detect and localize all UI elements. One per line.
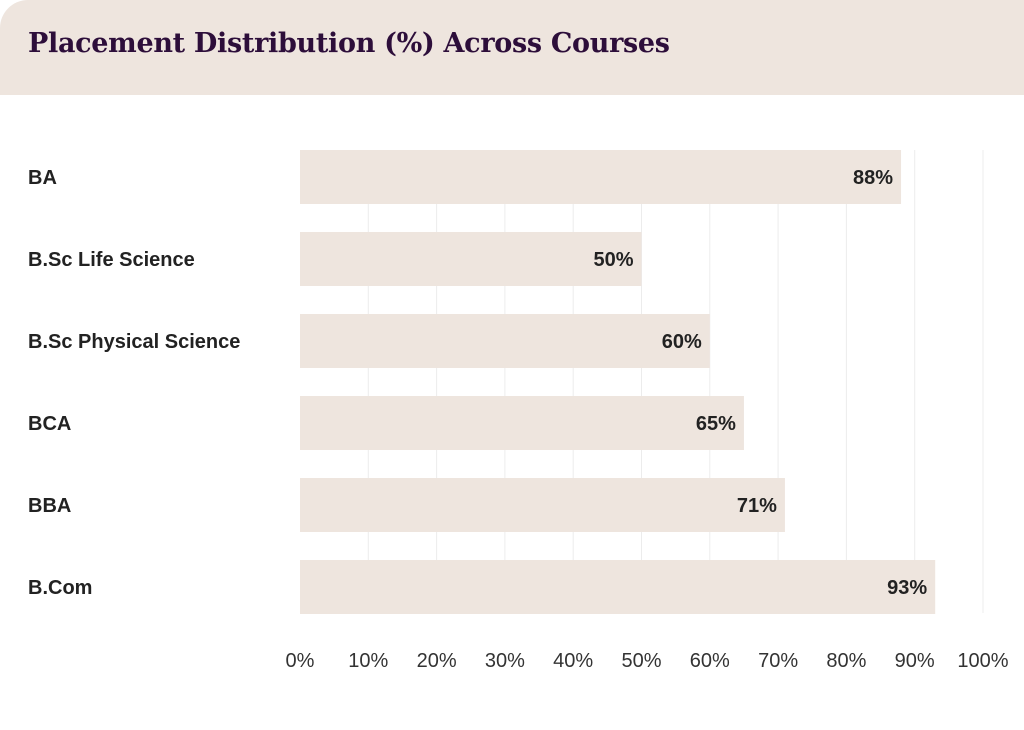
category-label: BA xyxy=(28,167,57,189)
bar xyxy=(300,314,710,368)
bar xyxy=(300,150,902,204)
category-label: B.Com xyxy=(28,577,92,599)
x-tick-label: 70% xyxy=(758,650,798,672)
x-tick-label: 60% xyxy=(690,650,730,672)
category-label: B.Sc Physical Science xyxy=(28,331,240,353)
data-label: 60% xyxy=(662,331,702,353)
x-tick-label: 30% xyxy=(485,650,525,672)
data-label: 88% xyxy=(853,167,893,189)
bar xyxy=(300,396,744,450)
x-tick-label: 0% xyxy=(286,650,315,672)
category-label: BBA xyxy=(28,495,71,517)
chart-title: Placement Distribution (%) Across Course… xyxy=(28,28,670,59)
x-tick-label: 50% xyxy=(621,650,661,672)
category-label: BCA xyxy=(28,413,71,435)
x-tick-label: 40% xyxy=(553,650,593,672)
data-label: 93% xyxy=(887,577,927,599)
bar xyxy=(300,232,642,286)
category-label: B.Sc Life Science xyxy=(28,249,195,271)
x-tick-label: 80% xyxy=(826,650,866,672)
data-label: 65% xyxy=(696,413,736,435)
x-tick-label: 20% xyxy=(417,650,457,672)
data-label: 71% xyxy=(737,495,777,517)
bar xyxy=(300,560,936,614)
x-tick-label: 90% xyxy=(895,650,935,672)
data-label: 50% xyxy=(593,249,633,271)
bar xyxy=(300,478,785,532)
x-tick-label: 10% xyxy=(348,650,388,672)
x-tick-label: 100% xyxy=(957,650,1008,672)
chart-header: Placement Distribution (%) Across Course… xyxy=(0,0,1024,95)
